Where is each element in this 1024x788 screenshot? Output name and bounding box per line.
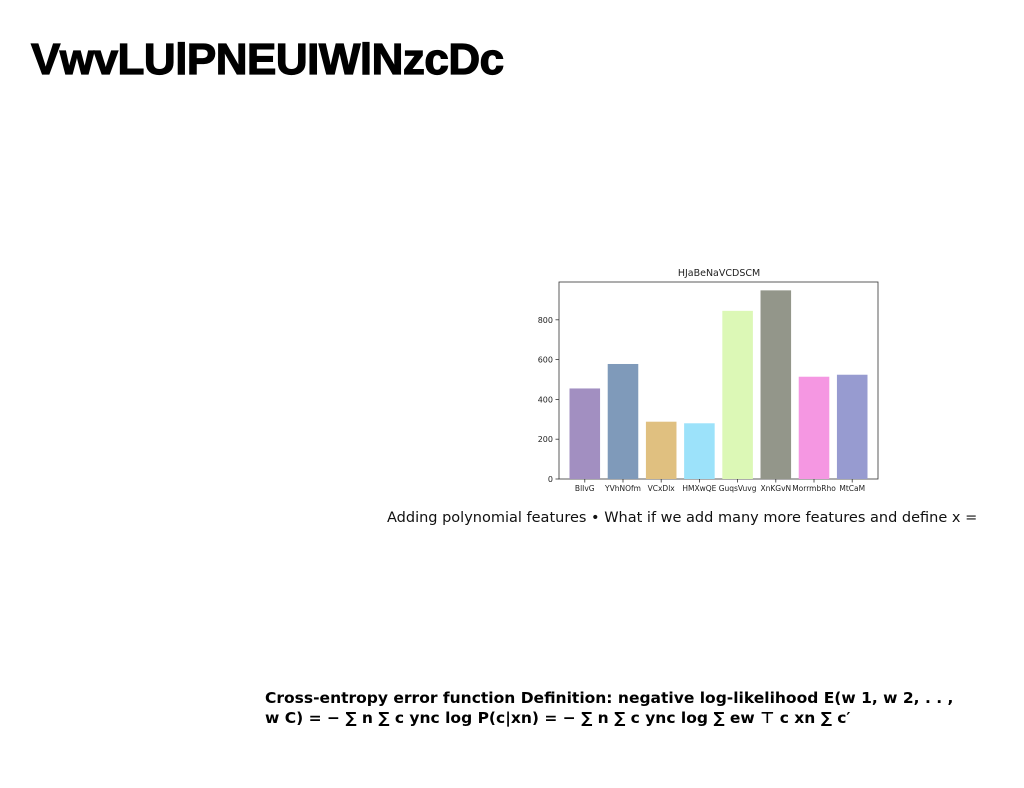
x-tick-label: MorrmbRho <box>792 484 836 493</box>
bar-chart-svg: HJaBeNaVCDSCM 0 200 400 600 800 BlIvG YVhNOfm… <box>538 268 879 493</box>
slide-title: VwvLUlPNEUIWlNzcDc <box>30 34 504 84</box>
x-tick-label: XnKGvN <box>760 484 791 493</box>
y-axis: 0 200 400 600 800 <box>538 316 559 484</box>
bar-blivg <box>569 388 601 479</box>
bars-group <box>569 290 868 479</box>
y-tick-label: 600 <box>538 356 553 365</box>
x-tick-label: BlIvG <box>575 484 595 493</box>
bar-yvhnofm <box>607 363 639 479</box>
y-tick-label: 0 <box>548 475 553 484</box>
y-tick-label: 800 <box>538 316 553 325</box>
bar-xnkgvn <box>760 290 792 479</box>
slide-caption-polynomial: Adding polynomial features • What if we … <box>387 510 978 526</box>
bar-mtcam <box>836 374 868 479</box>
plot-frame <box>558 281 879 480</box>
slide-caption-cross-entropy: Cross-entropy error function Definition:… <box>265 689 954 727</box>
bar-chart: HJaBeNaVCDSCM 0 200 400 600 800 BlIvG YVhNOfm… <box>525 263 890 498</box>
bar-guqsvuvg <box>722 310 753 479</box>
chart-title: HJaBeNaVCDSCM <box>678 268 760 279</box>
y-tick-label: 400 <box>538 395 553 404</box>
x-tick-label: HMXwQE <box>682 484 716 493</box>
bar-vcxdlx <box>645 421 677 479</box>
x-tick-label: YVhNOfm <box>604 484 641 493</box>
bar-morrmbrho <box>798 376 830 479</box>
y-tick-label: 200 <box>538 435 553 444</box>
x-tick-label: GuqsVuvg <box>719 484 757 493</box>
x-tick-label: VCxDlx <box>648 484 676 493</box>
bar-hmxwqe <box>684 423 715 479</box>
x-axis: BlIvG YVhNOfm VCxDlx HMXwQE GuqsVuvg XnKGvN Mo… <box>575 479 865 493</box>
x-tick-label: MtCaM <box>839 484 865 493</box>
